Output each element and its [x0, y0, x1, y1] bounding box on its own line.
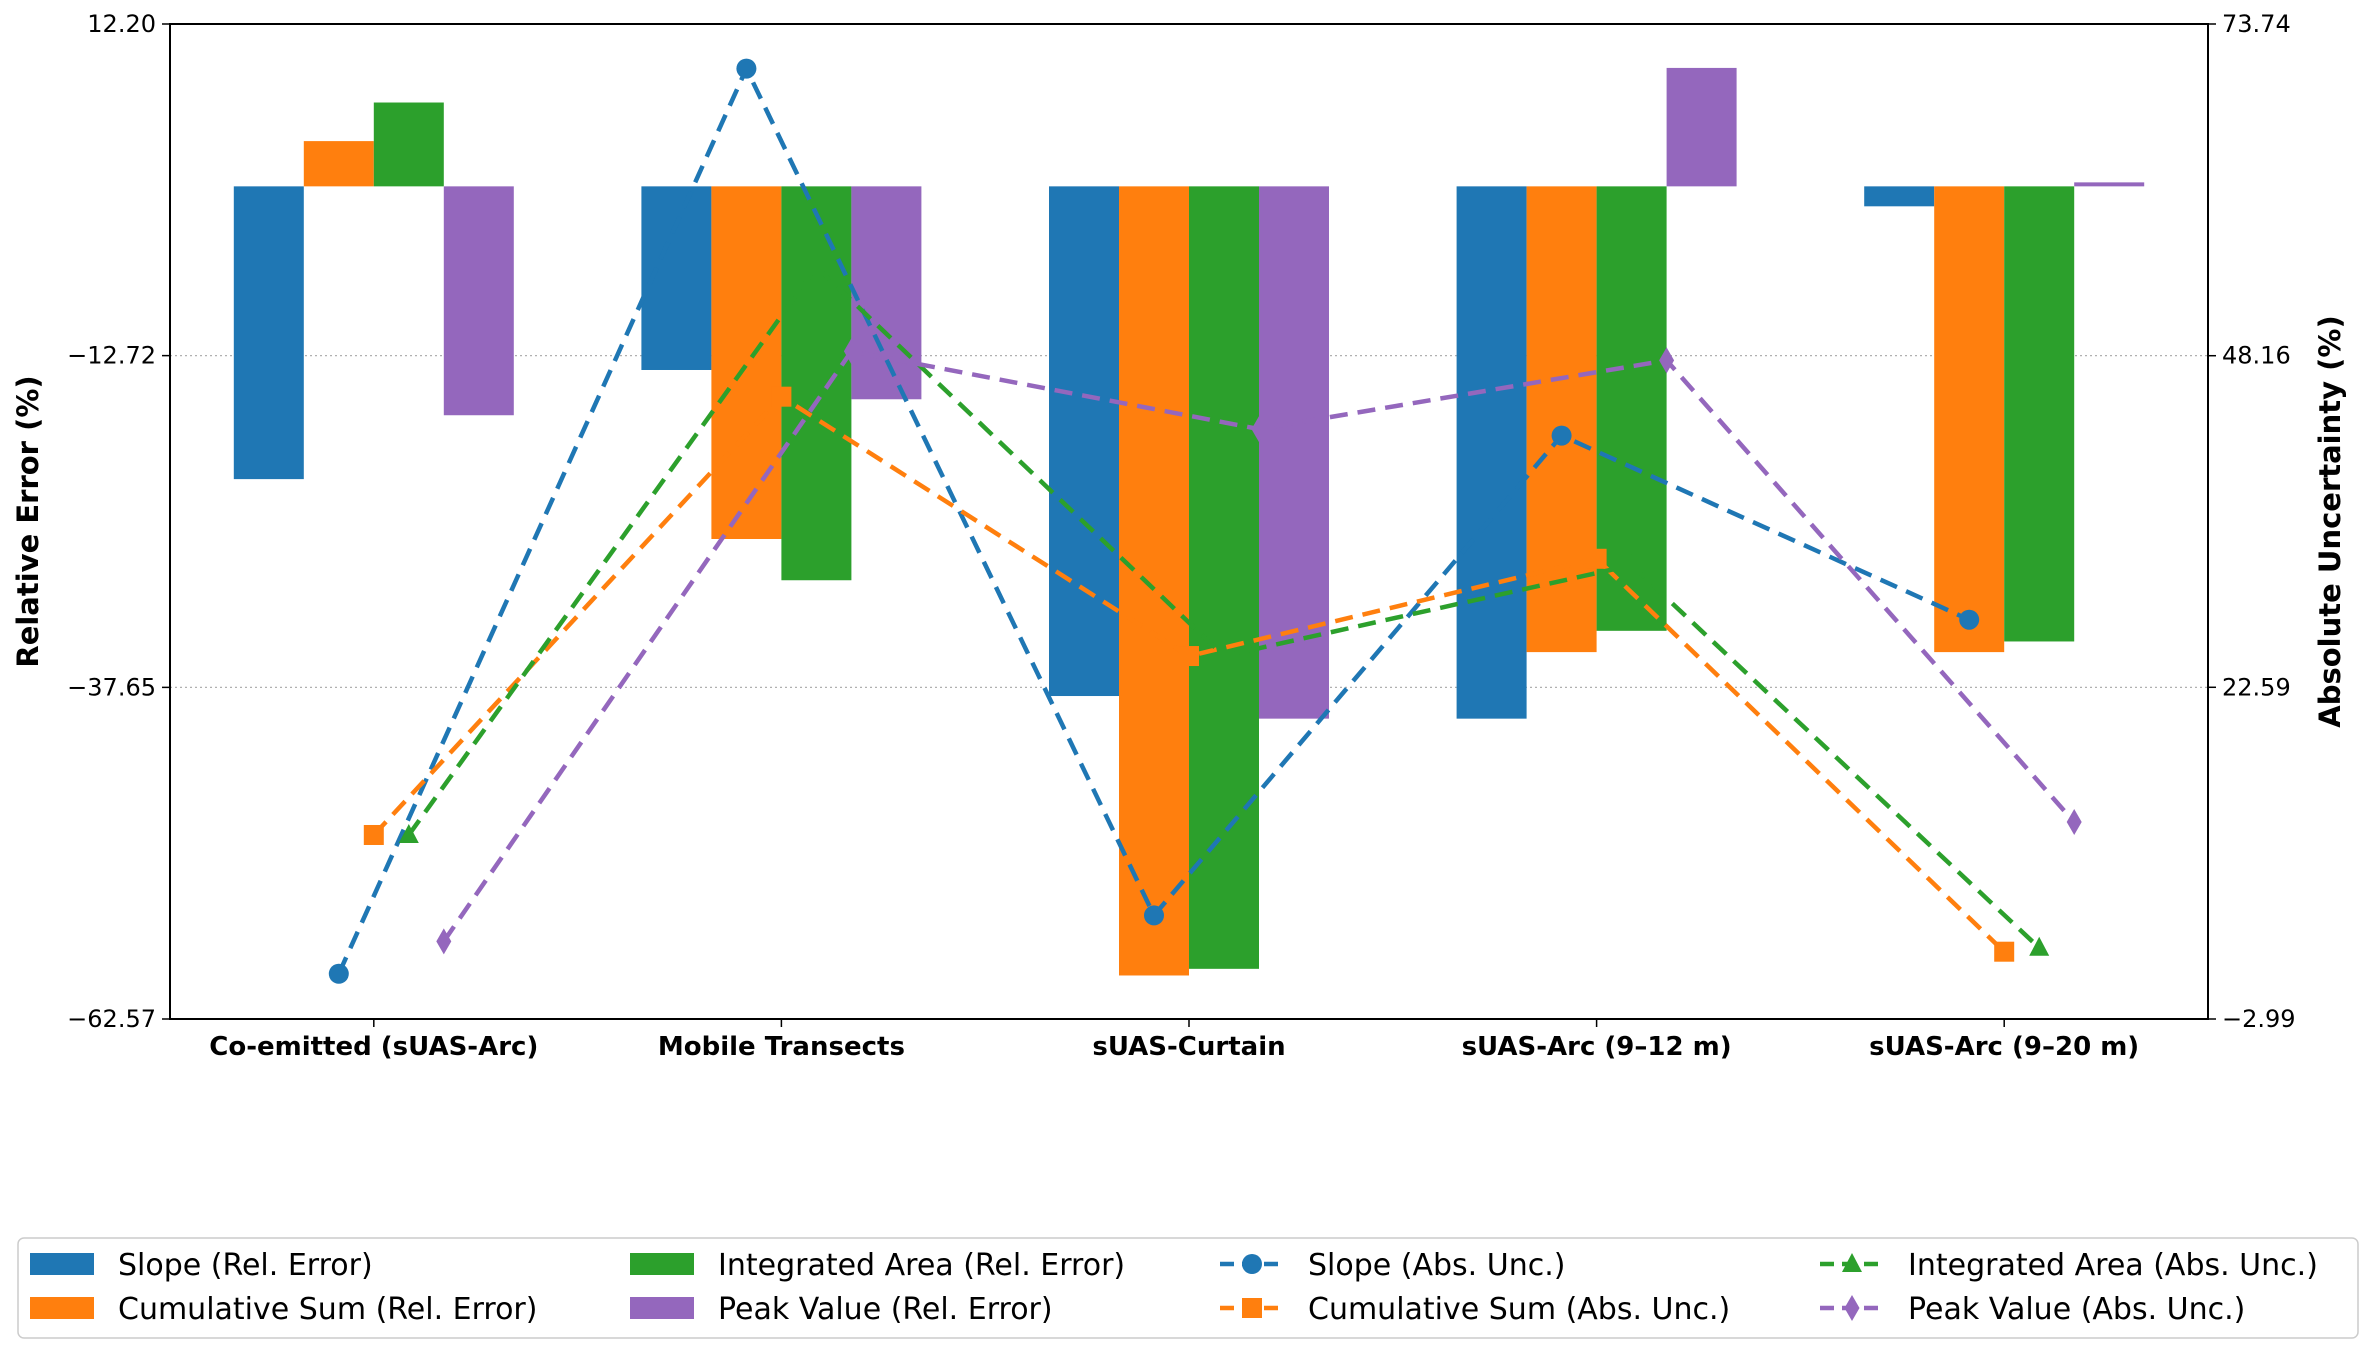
- line-marker: [1214, 645, 1234, 665]
- legend-swatch: [30, 1297, 94, 1319]
- axes: 12.20 −12.72 −37.65 −62.57 73.74 48.16 22.59 −2…: [67, 10, 2295, 1062]
- legend-swatch: [630, 1297, 694, 1319]
- legend-label: Slope (Rel. Error): [118, 1248, 373, 1283]
- y2-tick-label: 73.74: [2222, 10, 2291, 38]
- x-tick-label: Mobile Transects: [658, 1032, 905, 1062]
- line-marker: [1144, 905, 1164, 926]
- legend-label: Peak Value (Rel. Error): [718, 1292, 1053, 1327]
- legend-label: Peak Value (Abs. Unc.): [1908, 1292, 2245, 1327]
- line-marker: [1251, 416, 1267, 443]
- bar: [1189, 186, 1259, 969]
- y2-tick-label: −2.99: [2222, 1005, 2296, 1033]
- legend-label: Cumulative Sum (Rel. Error): [118, 1292, 537, 1327]
- line-marker: [1242, 1298, 1262, 1318]
- line-marker: [1621, 554, 1642, 574]
- bar: [2004, 186, 2075, 642]
- line-marker: [363, 824, 384, 845]
- legend-label: Integrated Area (Rel. Error): [718, 1248, 1125, 1283]
- line-marker: [1844, 1295, 1860, 1321]
- legend-swatch: [30, 1253, 94, 1275]
- x-tick-label: sUAS-Curtain: [1092, 1032, 1285, 1062]
- line-marker: [1242, 1254, 1262, 1274]
- bar: [2074, 182, 2145, 187]
- bar: [303, 141, 374, 187]
- legend-box: [17, 1237, 2359, 1339]
- x-tick-label: sUAS-Arc (9–12 m): [1462, 1032, 1732, 1062]
- bar: [373, 102, 444, 187]
- line-marker: [2029, 936, 2050, 956]
- bar: [1049, 186, 1119, 697]
- line-marker: [1659, 347, 1675, 374]
- y2-tick-label: 48.16: [2222, 342, 2291, 370]
- line-marker: [1551, 425, 1572, 446]
- lines: [328, 58, 2082, 984]
- legend-label: Slope (Abs. Unc.): [1308, 1248, 1565, 1283]
- legend-label: Cumulative Sum (Abs. Unc.): [1308, 1292, 1730, 1327]
- legend-swatch: [630, 1253, 694, 1275]
- bar: [1666, 67, 1737, 187]
- x-tick-label: Co-emitted (sUAS-Arc): [209, 1032, 538, 1062]
- line-marker: [398, 823, 419, 843]
- x-tick-label: sUAS-Arc (9–20 m): [1869, 1032, 2139, 1062]
- line-marker: [843, 338, 859, 365]
- y-tick-label: −62.57: [67, 1005, 156, 1033]
- y-tick-label: −12.72: [67, 342, 156, 370]
- line-marker: [771, 386, 792, 407]
- y-axis-title: Relative Error (%): [11, 375, 45, 667]
- legend-label: Integrated Area (Abs. Unc.): [1908, 1248, 2318, 1283]
- y2-axis-title: Absolute Uncertainty (%): [2313, 315, 2347, 727]
- legend: Slope (Rel. Error) Cumulative Sum (Rel. E…: [17, 1237, 2359, 1339]
- line-marker: [1994, 941, 2015, 962]
- line-marker: [2066, 809, 2082, 836]
- y2-tick-label: 22.59: [2222, 673, 2291, 701]
- bar: [233, 186, 304, 480]
- bar: [1456, 186, 1527, 719]
- bar: [851, 186, 922, 400]
- bar: [781, 186, 852, 581]
- line-marker: [1586, 548, 1607, 569]
- line-marker: [736, 58, 757, 79]
- line-marker: [328, 963, 349, 984]
- line-marker: [806, 256, 827, 276]
- line-marker: [1842, 1253, 1862, 1272]
- bar: [1119, 186, 1189, 976]
- y-tick-label: 12.20: [87, 10, 156, 38]
- line-marker: [1959, 609, 1980, 630]
- bar: [711, 186, 782, 539]
- bar: [1864, 186, 1935, 207]
- bars: [233, 67, 2145, 976]
- y-tick-label: −37.65: [67, 673, 156, 701]
- line-marker: [436, 928, 452, 955]
- bar: [443, 186, 514, 416]
- bar: [1934, 186, 2005, 653]
- line-marker: [1179, 646, 1199, 667]
